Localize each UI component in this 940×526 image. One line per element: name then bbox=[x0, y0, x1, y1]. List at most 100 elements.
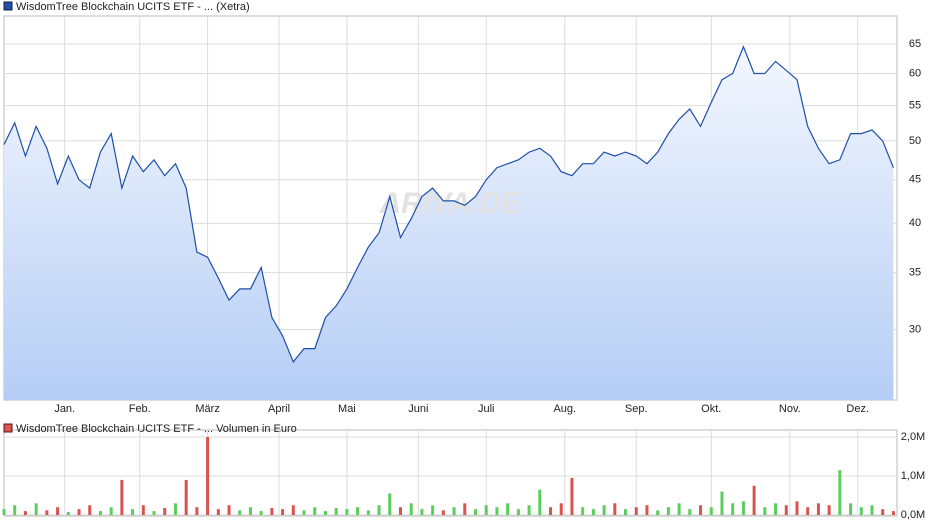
volume-bar bbox=[581, 507, 585, 515]
legend-swatch bbox=[3, 423, 13, 433]
volume-bar bbox=[120, 479, 124, 515]
volume-bar bbox=[13, 505, 17, 515]
volume-bar bbox=[506, 503, 510, 515]
volume-bar bbox=[602, 505, 606, 515]
volume-bar bbox=[409, 503, 413, 515]
volume-bar bbox=[527, 505, 531, 515]
x-tick-label: Sep. bbox=[625, 403, 648, 415]
x-tick-label: Aug. bbox=[553, 403, 576, 415]
volume-bar bbox=[441, 510, 445, 515]
volume-bar bbox=[881, 509, 885, 515]
x-tick-label: Mai bbox=[338, 403, 356, 415]
volume-bar bbox=[302, 510, 306, 515]
legend-swatch bbox=[3, 1, 13, 11]
volume-bar bbox=[56, 507, 60, 515]
price-line bbox=[3, 45, 894, 363]
volume-bar bbox=[891, 511, 895, 515]
volume-bar bbox=[248, 507, 252, 515]
volume-plot bbox=[3, 429, 898, 517]
volume-bar bbox=[474, 509, 478, 515]
volume-bar bbox=[23, 511, 27, 515]
volume-bar bbox=[645, 505, 649, 515]
y-tick-label: 60 bbox=[909, 67, 921, 79]
volume-bar bbox=[484, 505, 488, 515]
volume-bar bbox=[624, 509, 628, 515]
volume-bar bbox=[2, 509, 6, 515]
volume-bar bbox=[806, 507, 810, 515]
y-tick-label: 0,0M bbox=[901, 509, 925, 521]
volume-bar bbox=[570, 477, 574, 515]
volume-bar bbox=[45, 510, 49, 515]
volume-bar bbox=[152, 511, 156, 515]
volume-bar bbox=[388, 493, 392, 515]
volume-bar bbox=[838, 470, 842, 515]
x-tick-label: Nov. bbox=[779, 403, 801, 415]
y-tick-label: 35 bbox=[909, 267, 921, 279]
volume-bar bbox=[827, 505, 831, 515]
volume-bar bbox=[699, 505, 703, 515]
volume-bar bbox=[216, 509, 220, 515]
volume-bar bbox=[549, 507, 553, 515]
x-tick-label: Jan. bbox=[54, 403, 75, 415]
volume-bar bbox=[849, 503, 853, 515]
volume-bar bbox=[431, 505, 435, 515]
volume-bar bbox=[420, 509, 424, 515]
volume-bar bbox=[677, 503, 681, 515]
volume-bar bbox=[195, 507, 199, 515]
volume-bar bbox=[66, 511, 70, 515]
volume-bar bbox=[313, 507, 317, 515]
volume-bar bbox=[366, 510, 370, 515]
volume-bar bbox=[752, 485, 756, 515]
volume-bar bbox=[559, 503, 563, 515]
volume-bar bbox=[463, 503, 467, 515]
volume-bar bbox=[163, 507, 167, 515]
volume-bar bbox=[334, 507, 338, 515]
legend: WisdomTree Blockchain UCITS ETF - ... (X… bbox=[16, 1, 250, 13]
volume-bar bbox=[291, 505, 295, 515]
volume-bar bbox=[377, 505, 381, 515]
volume-bar bbox=[98, 511, 102, 515]
volume-bar bbox=[345, 509, 349, 515]
volume-bar bbox=[356, 507, 360, 515]
volume-bar bbox=[688, 509, 692, 515]
volume-bar bbox=[741, 501, 745, 515]
x-tick-label: Dez. bbox=[846, 403, 869, 415]
volume-bar bbox=[131, 509, 135, 515]
volume-bar bbox=[270, 507, 274, 515]
volume-bar bbox=[398, 507, 402, 515]
volume-bar bbox=[141, 505, 145, 515]
volume-bar bbox=[34, 503, 38, 515]
volume-bar bbox=[816, 503, 820, 515]
x-tick-label: April bbox=[268, 403, 290, 415]
volume-bar bbox=[709, 507, 713, 515]
y-tick-label: 50 bbox=[909, 135, 921, 147]
y-tick-label: 30 bbox=[909, 324, 921, 336]
volume-bar bbox=[720, 491, 724, 515]
x-tick-label: Okt. bbox=[701, 403, 721, 415]
x-tick-label: Juli bbox=[478, 403, 495, 415]
volume-bar bbox=[206, 437, 210, 515]
volume-bar bbox=[77, 509, 81, 515]
volume-bar bbox=[784, 505, 788, 515]
volume-bar bbox=[774, 503, 778, 515]
volume-bar bbox=[656, 510, 660, 515]
watermark: ARIVA.DE bbox=[378, 187, 521, 220]
volume-bar bbox=[323, 511, 327, 515]
y-tick-label: 2,0M bbox=[901, 431, 925, 443]
volume-bar bbox=[870, 505, 874, 515]
y-tick-label: 40 bbox=[909, 217, 921, 229]
x-tick-label: März bbox=[195, 403, 219, 415]
volume-bar bbox=[259, 511, 263, 515]
volume-bar bbox=[184, 479, 188, 515]
volume-bar bbox=[109, 507, 113, 515]
volume-bar bbox=[859, 507, 863, 515]
volume-bar bbox=[452, 507, 456, 515]
volume-bar bbox=[538, 489, 542, 515]
x-tick-label: Feb. bbox=[129, 403, 151, 415]
y-tick-label: 65 bbox=[909, 38, 921, 50]
volume-bar bbox=[238, 510, 242, 515]
y-tick-label: 45 bbox=[909, 174, 921, 186]
volume-bar bbox=[173, 503, 177, 515]
volume-bar bbox=[634, 507, 638, 515]
